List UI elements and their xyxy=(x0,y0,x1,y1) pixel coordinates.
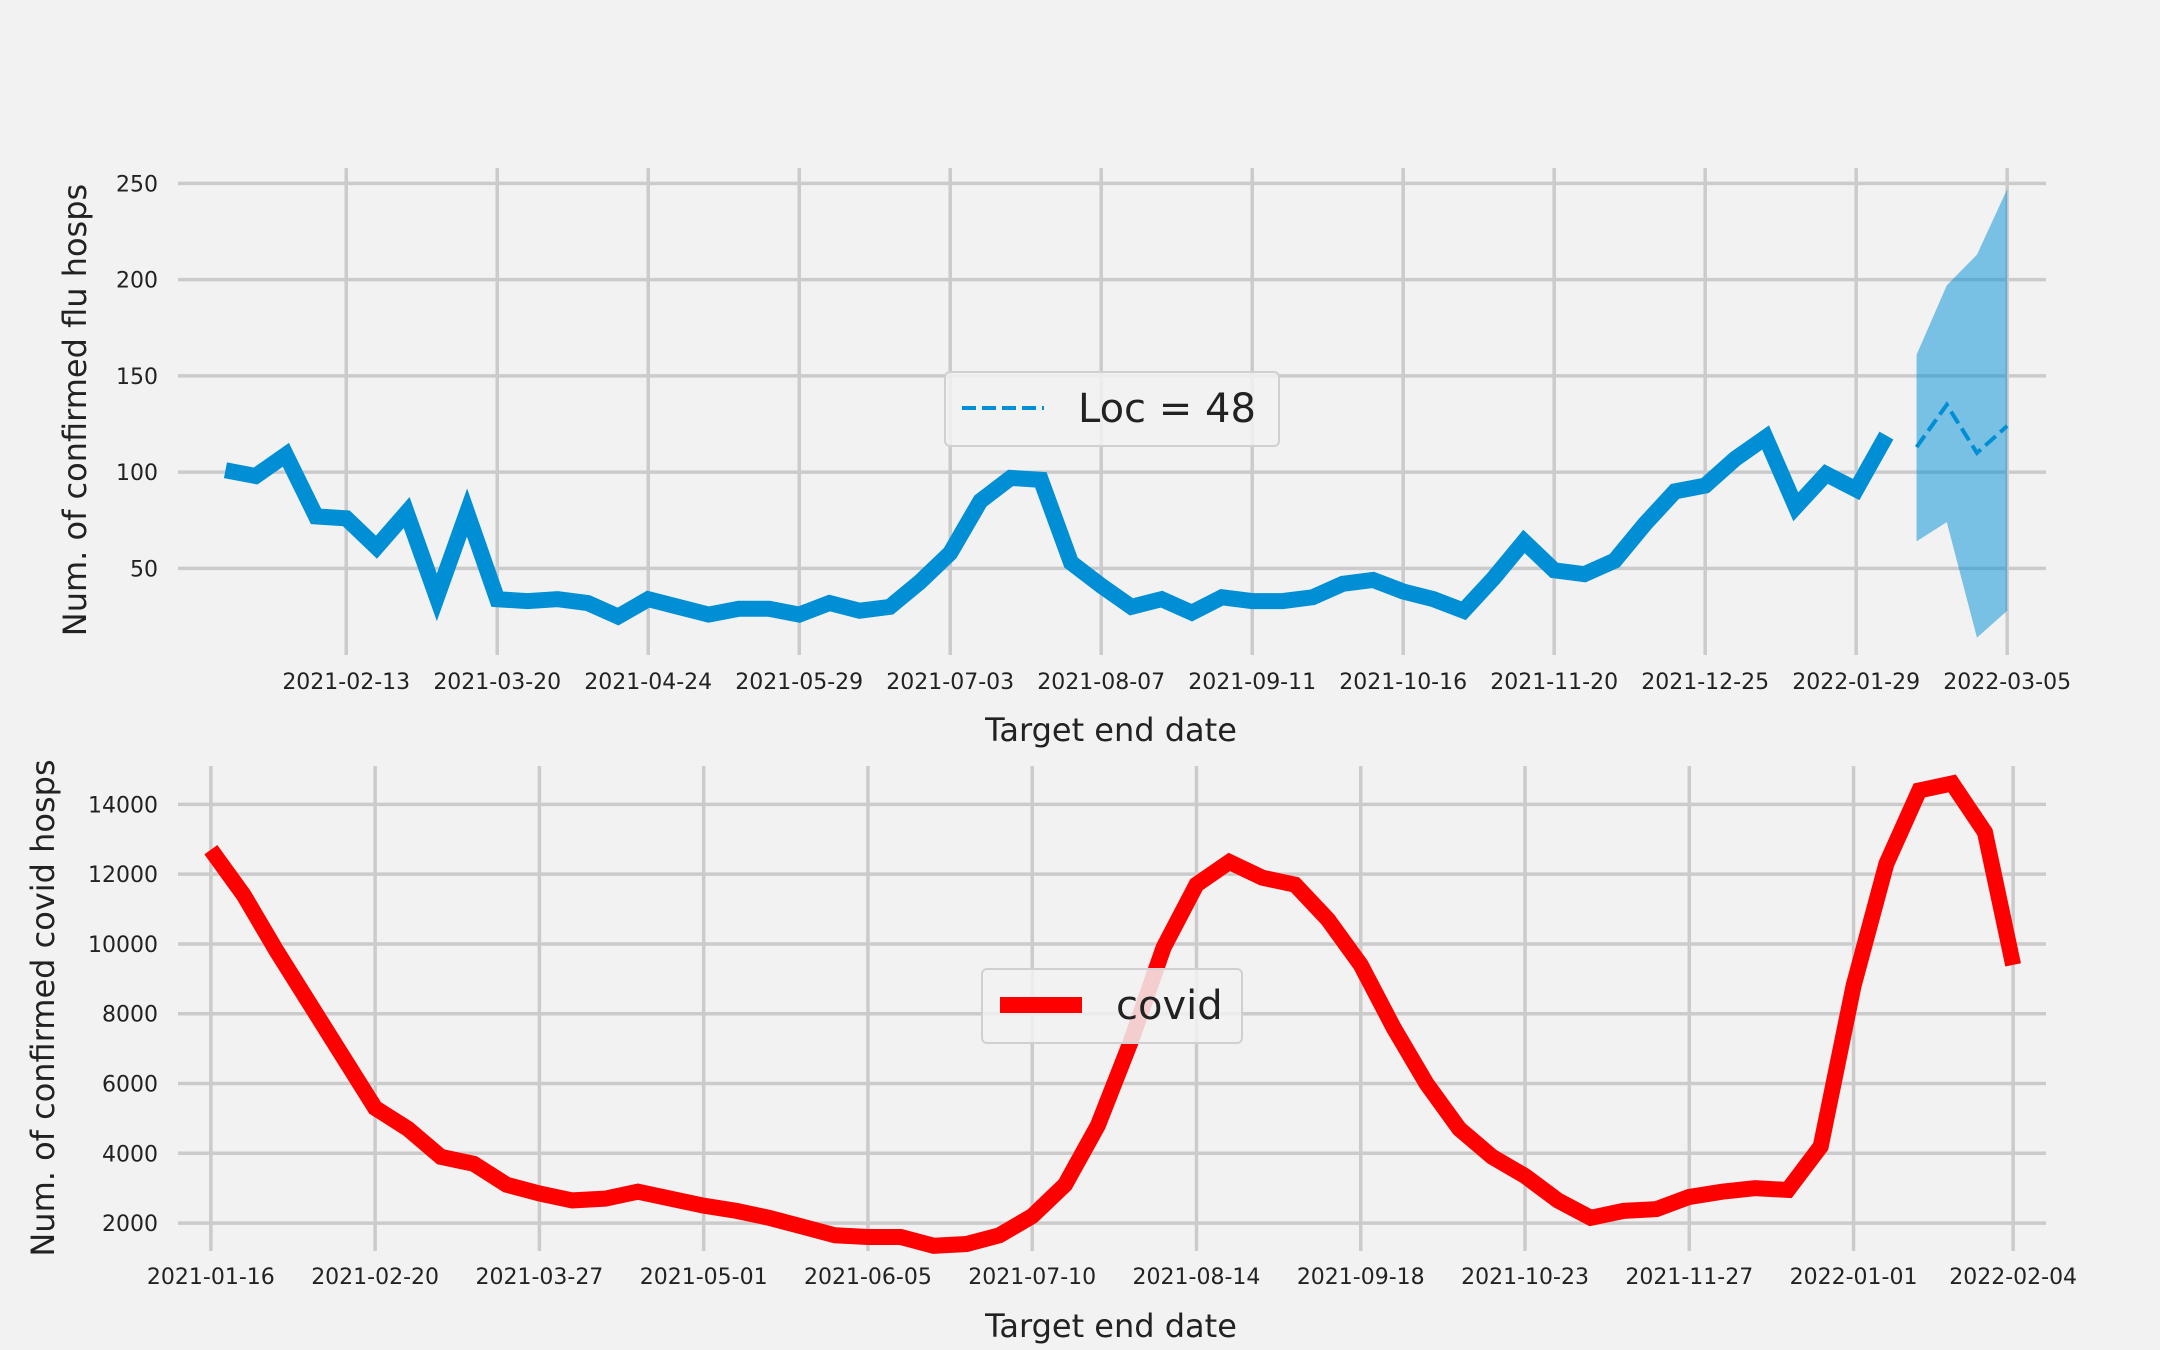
covid-x-tick-label: 2021-06-05 xyxy=(804,1265,932,1290)
covid-y-tick-label: 6000 xyxy=(102,1073,158,1098)
flu-y-tick-label: 250 xyxy=(116,172,158,197)
flu-x-tick-label: 2022-01-29 xyxy=(1792,670,1920,695)
flu-y-tick-labels: 50 100 150 200 250 xyxy=(116,172,158,582)
flu-legend-label: Loc = 48 xyxy=(1078,386,1256,432)
covid-y-tick-label: 4000 xyxy=(102,1142,158,1167)
flu-x-tick-label: 2022-03-05 xyxy=(1943,670,2071,695)
covid-y-axis-label: Num. of confirmed covid hosps xyxy=(24,759,62,1256)
covid-observed-line xyxy=(204,774,2021,1254)
covid-y-tick-label: 12000 xyxy=(88,863,158,888)
flu-forecast-band xyxy=(1916,189,2008,638)
flu-y-tick-label: 200 xyxy=(116,269,158,294)
covid-x-tick-label: 2022-02-04 xyxy=(1949,1265,2077,1290)
covid-x-tick-label: 2021-08-14 xyxy=(1133,1265,1261,1290)
covid-series-lines xyxy=(204,774,2021,1254)
covid-y-tick-label: 8000 xyxy=(102,1003,158,1028)
flu-y-axis-label: Num. of confirmed flu hosps xyxy=(56,184,94,636)
flu-x-tick-label: 2021-03-20 xyxy=(433,670,561,695)
covid-panel: 2000 4000 6000 8000 10000 12000 14000 2021-01-… xyxy=(24,759,2077,1345)
covid-x-tick-label: 2021-10-23 xyxy=(1461,1265,1589,1290)
covid-x-tick-label: 2021-05-01 xyxy=(640,1265,768,1290)
covid-x-tick-label: 2021-03-27 xyxy=(475,1265,603,1290)
flu-x-tick-label: 2021-07-03 xyxy=(886,670,1014,695)
covid-x-tick-label: 2021-07-10 xyxy=(968,1265,1096,1290)
flu-x-axis-label: Target end date xyxy=(984,711,1237,749)
flu-x-tick-label: 2021-02-13 xyxy=(282,670,410,695)
flu-forecast-line xyxy=(1914,401,2009,456)
flu-x-tick-label: 2021-11-20 xyxy=(1490,670,1618,695)
covid-x-tick-labels: 2021-01-16 2021-02-20 2021-03-27 2021-05-01… xyxy=(147,1265,2077,1290)
flu-y-tick-label: 50 xyxy=(130,557,158,582)
covid-x-tick-label: 2022-01-01 xyxy=(1790,1265,1918,1290)
covid-y-tick-label: 2000 xyxy=(102,1212,158,1237)
flu-y-tick-label: 150 xyxy=(116,365,158,390)
flu-y-tick-label: 100 xyxy=(116,461,158,486)
flu-legend: Loc = 48 xyxy=(944,371,1280,447)
covid-x-axis-label: Target end date xyxy=(984,1307,1237,1345)
flu-x-tick-label: 2021-05-29 xyxy=(735,670,863,695)
covid-legend-box xyxy=(981,968,1243,1044)
flu-x-tick-label: 2021-08-07 xyxy=(1037,670,1165,695)
covid-x-tick-label: 2021-01-16 xyxy=(147,1265,275,1290)
covid-x-tick-label: 2021-09-18 xyxy=(1297,1265,1425,1290)
covid-x-tick-label: 2021-11-27 xyxy=(1625,1265,1753,1290)
covid-y-tick-labels: 2000 4000 6000 8000 10000 12000 14000 xyxy=(88,793,158,1237)
covid-y-tick-label: 14000 xyxy=(88,793,158,818)
covid-legend-label: covid xyxy=(1116,983,1223,1029)
flu-observed-line xyxy=(223,425,1894,626)
flu-x-tick-label: 2021-04-24 xyxy=(584,670,712,695)
flu-series-lines xyxy=(223,401,2009,626)
flu-x-tick-label: 2021-12-25 xyxy=(1641,670,1769,695)
flu-legend-box xyxy=(944,371,1280,447)
flu-x-tick-label: 2021-10-16 xyxy=(1339,670,1467,695)
covid-y-tick-label: 10000 xyxy=(88,933,158,958)
covid-legend: covid xyxy=(981,968,1243,1044)
covid-x-tick-label: 2021-02-20 xyxy=(311,1265,439,1290)
flu-x-tick-labels: 2021-02-13 2021-03-20 2021-04-24 2021-05-29… xyxy=(282,670,2071,695)
flu-uncertainty-band xyxy=(1916,189,2008,638)
flu-x-tick-label: 2021-09-11 xyxy=(1188,670,1316,695)
